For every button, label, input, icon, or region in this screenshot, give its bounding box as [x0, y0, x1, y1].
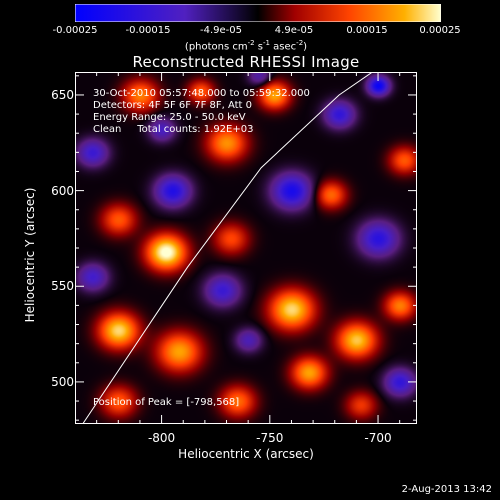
- colorbar-tick-label: -0.00015: [125, 25, 171, 36]
- x-tick-label: -800: [147, 431, 176, 445]
- y-tick-label: 600: [51, 183, 74, 198]
- x-tick-label: -750: [256, 431, 284, 445]
- chart-title: Reconstructed RHESSI Image: [132, 53, 360, 71]
- solar-limb-line: [82, 72, 374, 424]
- colorbar-units: (photons cm-2 s-1 asec-2): [184, 39, 308, 53]
- info-detectors: Detectors: 4F 5F 6F 7F 8F, Att 0: [93, 100, 253, 111]
- info-energy-range: Energy Range: 25.0 - 50.0 keV: [93, 112, 246, 123]
- x-tick-label: -700: [364, 431, 392, 445]
- plot-overlay: [75, 72, 417, 424]
- plot-timestamp: 2-Aug-2013 13:42: [401, 484, 492, 495]
- y-tick-label: 550: [51, 279, 74, 294]
- colorbar-tick-label: 4.9e-05: [274, 25, 314, 36]
- heatmap-image: [75, 72, 417, 424]
- colorbar-tick-label: 0.00015: [346, 25, 388, 36]
- x-axis-label: Heliocentric X (arcsec): [178, 447, 314, 461]
- colorbar-tick-label: -0.00025: [52, 25, 98, 36]
- axis-ticks: [75, 72, 417, 424]
- colorbar-tick-label: -4.9e-05: [200, 25, 242, 36]
- colorbar-tick-label: 0.00025: [419, 25, 461, 36]
- y-tick-label: 500: [51, 374, 74, 389]
- plot-area: [75, 72, 417, 424]
- info-time-range: 30-Oct-2010 05:57:48.000 to 05:59:32.000: [93, 88, 310, 99]
- peak-position-label: Position of Peak = [-798,568]: [93, 397, 240, 408]
- info-clean-counts: Clean Total counts: 1.92E+03: [93, 124, 254, 135]
- y-tick-label: 650: [51, 87, 74, 102]
- colorbar: [75, 4, 441, 22]
- y-axis-label: Heliocentric Y (arcsec): [23, 187, 37, 323]
